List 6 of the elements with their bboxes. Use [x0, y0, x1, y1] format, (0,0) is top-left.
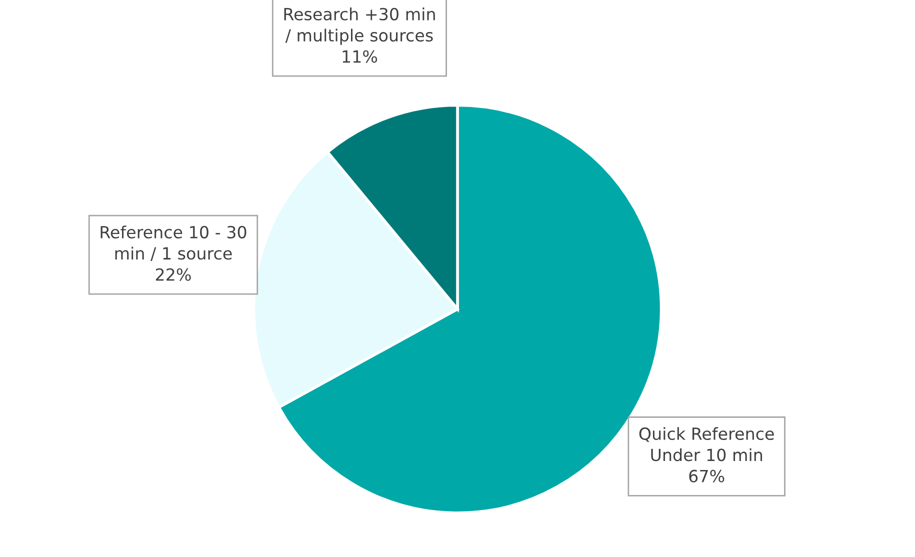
data-label: 67% — [689, 470, 724, 482]
slice-label: Quick Reference Under 10 min — [639, 427, 774, 462]
slice-label: Research +30 min / multiple sources — [284, 8, 435, 45]
data-label: 11% — [342, 50, 378, 63]
data-label: 22% — [156, 268, 191, 281]
slice-label: Reference 10 - 30 min / 1 source — [100, 226, 246, 261]
